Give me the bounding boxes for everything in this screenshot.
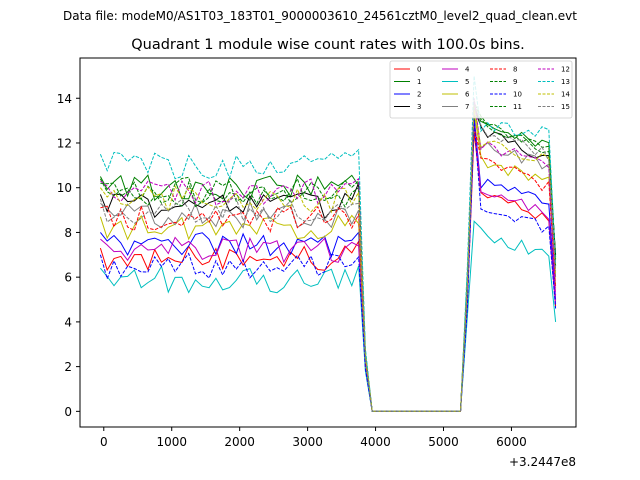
series-line-10 <box>99 120 557 412</box>
legend-label-14: 14 <box>561 91 570 99</box>
y-tick-label: 4 <box>64 315 72 329</box>
legend-label-10: 10 <box>513 91 522 99</box>
x-tick-label: 5000 <box>428 435 459 449</box>
plot-frame <box>79 57 577 428</box>
legend-label-12: 12 <box>561 66 570 74</box>
series-line-11 <box>99 102 557 412</box>
series-line-5 <box>100 220 557 412</box>
series-line-4 <box>100 120 557 412</box>
y-tick-label: 14 <box>57 92 72 106</box>
legend-label-4: 4 <box>465 66 470 74</box>
legend-label-6: 6 <box>465 91 470 99</box>
y-axis: 0 2 4 6 8 10 12 14 <box>57 92 80 419</box>
x-tick-label: 4000 <box>360 435 391 449</box>
legend-label-8: 8 <box>513 66 517 74</box>
series-line-14 <box>99 107 557 412</box>
y-tick-label: 6 <box>64 271 72 285</box>
x-tick-label: 2000 <box>224 435 255 449</box>
legend-label-0: 0 <box>417 66 421 74</box>
x-tick-label: 1000 <box>156 435 187 449</box>
y-tick-label: 10 <box>57 181 72 195</box>
figure-suptitle: Data file: modeM0/AS1T03_183T01_90000036… <box>63 9 577 23</box>
legend-box <box>389 60 573 119</box>
legend-label-13: 13 <box>561 78 570 86</box>
x-axis: 0 1000 2000 3000 4000 5000 6000 <box>100 427 527 449</box>
x-tick-label: 3000 <box>292 435 323 449</box>
series-line-15 <box>99 100 557 412</box>
y-tick-label: 0 <box>64 405 72 419</box>
legend-label-5: 5 <box>465 78 469 86</box>
series-line-8 <box>100 124 557 412</box>
legend-label-7: 7 <box>465 103 469 111</box>
legend-label-9: 9 <box>513 78 517 86</box>
legend-label-3: 3 <box>417 103 421 111</box>
legend-label-2: 2 <box>417 91 421 99</box>
x-tick-label: 6000 <box>496 435 527 449</box>
x-offset-label: +3.2447e8 <box>509 455 576 469</box>
legend-label-11: 11 <box>513 103 522 111</box>
series-line-12 <box>100 98 557 412</box>
chart-title: Quadrant 1 module wise count rates with … <box>131 37 525 53</box>
y-tick-label: 2 <box>64 360 72 374</box>
y-tick-label: 8 <box>64 226 72 240</box>
x-tick-label: 0 <box>100 435 108 449</box>
y-tick-label: 12 <box>57 136 72 150</box>
legend-label-1: 1 <box>417 78 421 86</box>
legend-label-15: 15 <box>561 103 570 111</box>
